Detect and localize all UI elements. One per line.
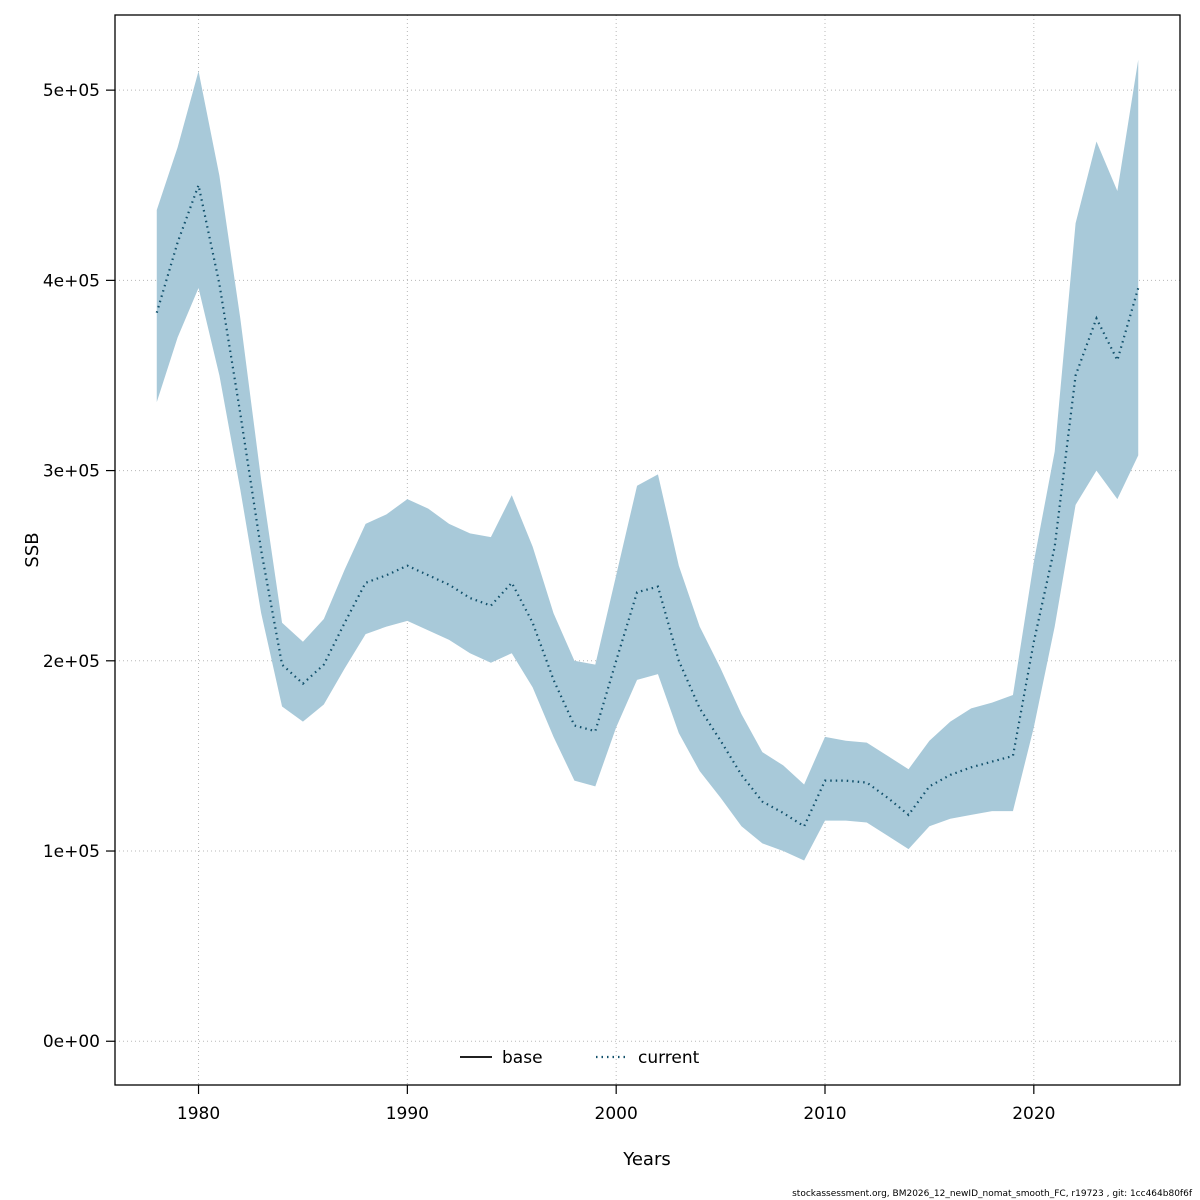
x-tick-label: 1990	[386, 1104, 429, 1124]
confidence-band-polygon	[156, 59, 1139, 861]
legend: base current	[460, 1048, 700, 1068]
plot-border	[114, 14, 1181, 1086]
y-tick-label: 3e+05	[43, 462, 100, 482]
current-series-line	[155, 181, 1140, 828]
x-tick-label: 1980	[177, 1104, 220, 1124]
x-tick-label: 2020	[1012, 1104, 1055, 1124]
legend-label-base: base	[502, 1048, 543, 1068]
y-tick-label: 5e+05	[43, 81, 100, 101]
x-tick-label: 2010	[803, 1104, 846, 1124]
y-axis-label: SSB	[22, 532, 43, 567]
footer-text: stockassessment.org, BM2026_12_newID_nom…	[792, 1189, 1193, 1199]
y-tick-label: 4e+05	[43, 271, 100, 291]
confidence-band	[156, 59, 1139, 861]
x-tick-label: 2000	[595, 1104, 638, 1124]
x-axis-label: Years	[622, 1149, 671, 1170]
y-tick-label: 0e+00	[43, 1032, 100, 1052]
y-tick-label: 1e+05	[43, 842, 100, 862]
current-line-path	[155, 181, 1140, 828]
y-tick-label: 2e+05	[43, 652, 100, 672]
legend-label-current: current	[638, 1048, 700, 1068]
axis-ticks: 1980 1990 2000 2010 2020 0e+00 1e+05 2e+05 3e+05…	[43, 81, 1056, 1124]
